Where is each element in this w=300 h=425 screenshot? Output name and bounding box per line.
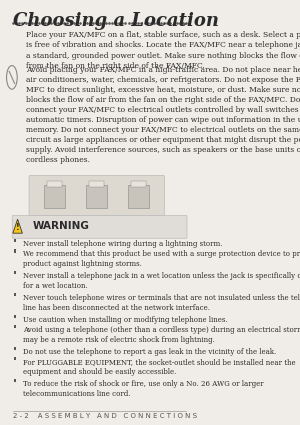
Text: Choosing a Location: Choosing a Location [13,12,219,30]
Text: Use caution when installing or modifying telephone lines.: Use caution when installing or modifying… [23,316,228,324]
Bar [14,271,16,275]
Bar [14,293,16,296]
Text: Avoid using a telephone (other than a cordless type) during an electrical storm.: Avoid using a telephone (other than a co… [23,326,300,344]
Text: Never install telephone wiring during a lightning storm.: Never install telephone wiring during a … [23,241,223,248]
Text: Never install a telephone jack in a wet location unless the jack is specifically: Never install a telephone jack in a wet … [23,272,300,290]
Bar [128,185,149,208]
Bar [14,379,16,382]
FancyBboxPatch shape [12,215,187,238]
Bar [89,181,104,187]
Text: Never touch telephone wires or terminals that are not insulated unless the telep: Never touch telephone wires or terminals… [23,294,300,312]
Text: 2 - 2    A S S E M B L Y   A N D   C O N N E C T I O N S: 2 - 2 A S S E M B L Y A N D C O N N E C … [13,413,197,419]
Bar [14,239,16,243]
Bar [14,315,16,318]
Text: We recommend that this product be used with a surge protection device to protect: We recommend that this product be used w… [23,250,300,268]
Bar [86,185,107,208]
Bar [47,181,62,187]
Text: Avoid placing your FAX/MFC in a high-traffic area. Do not place near heaters,
ai: Avoid placing your FAX/MFC in a high-tra… [26,65,300,164]
Text: !: ! [16,223,20,232]
Text: Do not use the telephone to report a gas leak in the vicinity of the leak.: Do not use the telephone to report a gas… [23,348,277,356]
Bar [131,181,146,187]
Text: To reduce the risk of shock or fire, use only a No. 26 AWG or larger
telecommuni: To reduce the risk of shock or fire, use… [23,380,264,398]
Text: WARNING: WARNING [33,221,90,231]
FancyBboxPatch shape [29,176,164,215]
Bar [14,347,16,350]
Text: For PLUGGABLE EQUIPMENT, the socket-outlet should be installed near the
equipmen: For PLUGGABLE EQUIPMENT, the socket-outl… [23,358,296,376]
Text: Place your FAX/MFC on a flat, stable surface, such as a desk. Select a place tha: Place your FAX/MFC on a flat, stable sur… [26,31,300,70]
Bar [14,325,16,328]
Polygon shape [13,219,22,233]
Bar [44,185,65,208]
Bar [14,357,16,360]
Bar [14,249,16,252]
